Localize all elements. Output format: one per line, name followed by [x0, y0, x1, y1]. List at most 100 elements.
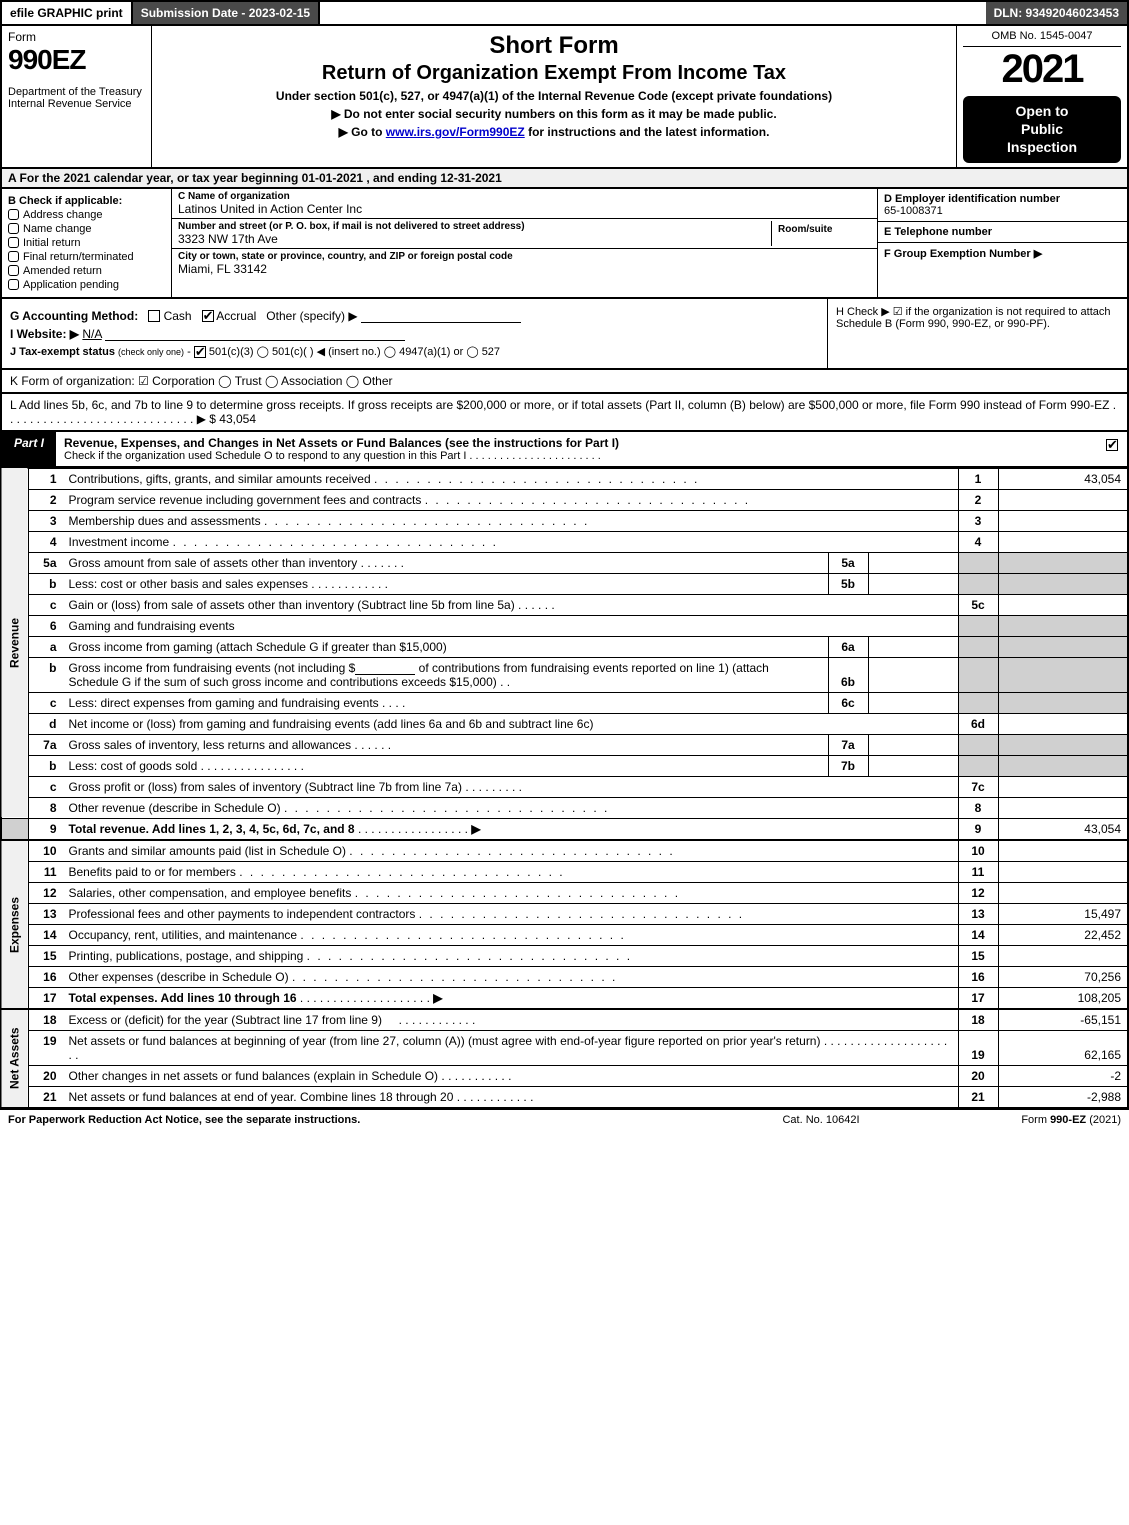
- form-number: 990EZ: [8, 44, 145, 76]
- chk-address-change[interactable]: [8, 209, 19, 220]
- section-bcdef: B Check if applicable: Address change Na…: [0, 189, 1129, 299]
- dln: DLN: 93492046023453: [986, 2, 1127, 24]
- l9-desc: Total revenue. Add lines 1, 2, 3, 4, 5c,…: [69, 822, 355, 836]
- l13-num: 13: [958, 903, 998, 924]
- section-b: B Check if applicable: Address change Na…: [2, 189, 172, 297]
- irs-link[interactable]: www.irs.gov/Form990EZ: [386, 125, 525, 139]
- l2-desc: Program service revenue including govern…: [69, 493, 422, 507]
- l4-num: 4: [958, 531, 998, 552]
- section-k: K Form of organization: ☑ Corporation ◯ …: [0, 370, 1129, 394]
- section-a: A For the 2021 calendar year, or tax yea…: [0, 169, 1129, 189]
- l5a-sub: 5a: [828, 552, 868, 573]
- g-other: Other (specify) ▶: [266, 309, 357, 323]
- l7a-subval: [868, 734, 958, 755]
- l6d-num: 6d: [958, 713, 998, 734]
- l12-desc: Salaries, other compensation, and employ…: [69, 886, 352, 900]
- l20-no: 20: [29, 1065, 63, 1086]
- l6d-no: d: [29, 713, 63, 734]
- g-cash: Cash: [164, 309, 192, 323]
- chk-final-return[interactable]: [8, 251, 19, 262]
- l7b-sub: 7b: [828, 755, 868, 776]
- l3-desc: Membership dues and assessments: [69, 514, 261, 528]
- l6d-amt: [998, 713, 1128, 734]
- l18-num: 18: [958, 1009, 998, 1031]
- chk-cash[interactable]: [148, 310, 160, 322]
- section-l: L Add lines 5b, 6c, and 7b to line 9 to …: [0, 394, 1129, 432]
- l18-desc: Excess or (deficit) for the year (Subtra…: [69, 1013, 382, 1027]
- l7a-no: 7a: [29, 734, 63, 755]
- l6a-desc: Gross income from gaming (attach Schedul…: [69, 640, 447, 654]
- l8-no: 8: [29, 797, 63, 818]
- g-lbl: G Accounting Method:: [10, 309, 138, 323]
- chk-initial-return[interactable]: [8, 237, 19, 248]
- l1-desc: Contributions, gifts, grants, and simila…: [69, 472, 371, 486]
- footer-right-pre: Form: [1021, 1114, 1050, 1126]
- org-street: 3323 NW 17th Ave: [178, 232, 771, 246]
- part-i-table: Revenue 1 Contributions, gifts, grants, …: [0, 468, 1129, 1109]
- footer-catno: Cat. No. 10642I: [721, 1114, 921, 1126]
- l8-desc: Other revenue (describe in Schedule O): [69, 801, 281, 815]
- chk-accrual[interactable]: [202, 310, 214, 322]
- l7b-no: b: [29, 755, 63, 776]
- note-goto: ▶ Go to www.irs.gov/Form990EZ for instru…: [160, 125, 948, 139]
- l5c-desc: Gain or (loss) from sale of assets other…: [69, 598, 515, 612]
- l2-num: 2: [958, 489, 998, 510]
- l5b-no: b: [29, 573, 63, 594]
- l9-num: 9: [958, 818, 998, 840]
- ghij-left: G Accounting Method: Cash Accrual Other …: [2, 299, 827, 368]
- l15-amt: [998, 945, 1128, 966]
- footer-right-post: (2021): [1086, 1114, 1121, 1126]
- l12-num: 12: [958, 882, 998, 903]
- l20-amt: -2: [998, 1065, 1128, 1086]
- chk-schedule-o[interactable]: [1106, 439, 1118, 451]
- l3-num: 3: [958, 510, 998, 531]
- l1-amt: 43,054: [998, 468, 1128, 489]
- footer-left: For Paperwork Reduction Act Notice, see …: [8, 1114, 721, 1126]
- l6a-subval: [868, 636, 958, 657]
- l12-no: 12: [29, 882, 63, 903]
- l12-amt: [998, 882, 1128, 903]
- f-lbl: F Group Exemption Number ▶: [884, 247, 1121, 260]
- l17-desc: Total expenses. Add lines 10 through 16: [69, 991, 297, 1005]
- part-i-title-text: Revenue, Expenses, and Changes in Net As…: [64, 436, 619, 450]
- section-g: G Accounting Method: Cash Accrual Other …: [10, 309, 819, 323]
- l14-no: 14: [29, 924, 63, 945]
- l6d-desc: Net income or (loss) from gaming and fun…: [69, 717, 594, 731]
- side-expenses: Expenses: [1, 840, 29, 1009]
- l13-amt: 15,497: [998, 903, 1128, 924]
- inspect-1: Open to: [1016, 103, 1069, 119]
- website: N/A: [82, 327, 101, 341]
- l9-no: 9: [29, 818, 63, 840]
- chk-name-change[interactable]: [8, 223, 19, 234]
- l5a-desc: Gross amount from sale of assets other t…: [69, 556, 358, 570]
- l16-num: 16: [958, 966, 998, 987]
- b-item-3: Final return/terminated: [23, 251, 134, 263]
- l3-amt: [998, 510, 1128, 531]
- l13-desc: Professional fees and other payments to …: [69, 907, 416, 921]
- g-other-line: [361, 309, 521, 323]
- chk-application-pending[interactable]: [8, 279, 19, 290]
- l15-desc: Printing, publications, postage, and shi…: [69, 949, 304, 963]
- l10-no: 10: [29, 840, 63, 862]
- l6b-subval: [868, 657, 958, 692]
- form-label: Form: [8, 30, 145, 44]
- chk-501c3[interactable]: [194, 346, 206, 358]
- l21-no: 21: [29, 1086, 63, 1108]
- l1-no: 1: [29, 468, 63, 489]
- l3-no: 3: [29, 510, 63, 531]
- l10-num: 10: [958, 840, 998, 862]
- l20-num: 20: [958, 1065, 998, 1086]
- l7b-desc: Less: cost of goods sold: [69, 759, 198, 773]
- l4-desc: Investment income: [69, 535, 170, 549]
- form-header: Form 990EZ Department of the Treasury In…: [0, 24, 1129, 169]
- side-netassets: Net Assets: [1, 1009, 29, 1108]
- l7b-subval: [868, 755, 958, 776]
- l20-desc: Other changes in net assets or fund bala…: [69, 1069, 439, 1083]
- l16-amt: 70,256: [998, 966, 1128, 987]
- chk-amended-return[interactable]: [8, 265, 19, 276]
- l-text: L Add lines 5b, 6c, and 7b to line 9 to …: [10, 398, 1116, 426]
- b-item-4: Amended return: [23, 265, 102, 277]
- l7c-num: 7c: [958, 776, 998, 797]
- section-h: H Check ▶ ☑ if the organization is not r…: [827, 299, 1127, 368]
- part-i-title: Revenue, Expenses, and Changes in Net As…: [56, 432, 1097, 466]
